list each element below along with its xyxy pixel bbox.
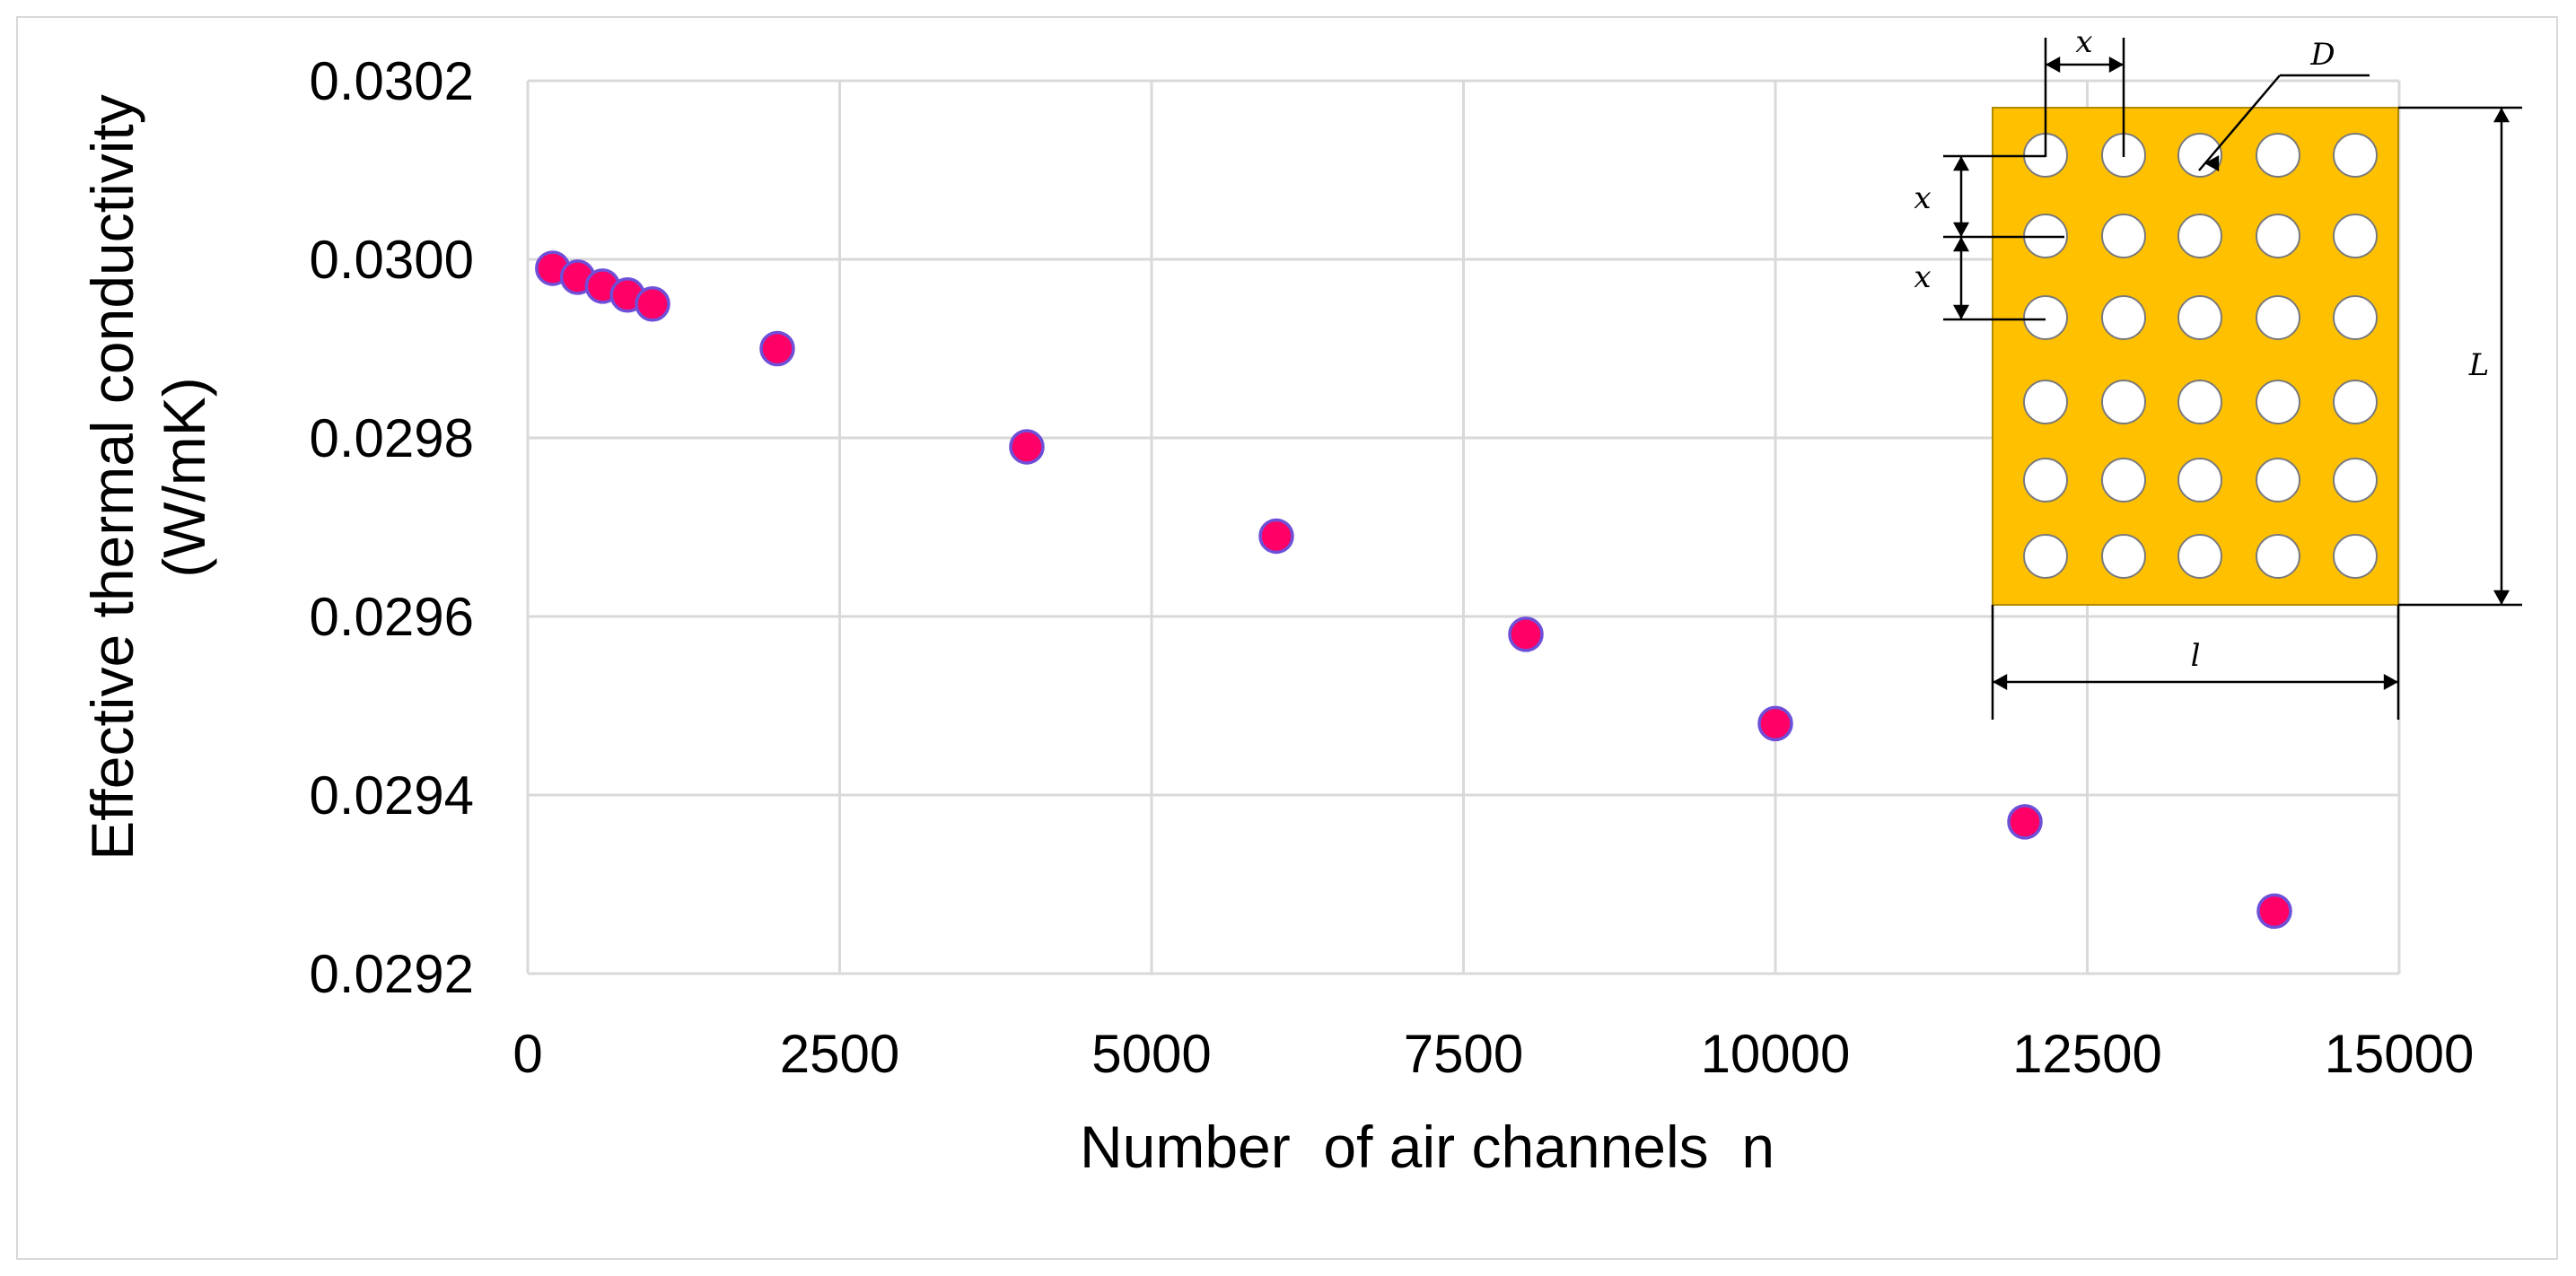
y-tick-label: 0.0294: [309, 765, 474, 826]
x-tick-label: 10000: [1701, 1024, 1851, 1084]
plate-rect: [1992, 107, 2399, 606]
channel-hole: [2023, 534, 2068, 579]
arrowhead: [1953, 304, 1969, 319]
y-tick-label: 0.0302: [309, 51, 474, 111]
channel-hole: [2333, 458, 2378, 503]
arrowhead: [2204, 155, 2220, 171]
channel-hole: [2101, 458, 2146, 503]
x-tick-label: 15000: [2325, 1024, 2475, 1084]
channel-hole: [2333, 214, 2378, 258]
channel-hole: [2177, 295, 2222, 340]
x-tick-labels: 0 2500 5000 7500 10000 12500 15000: [513, 1024, 2474, 1084]
arrowhead: [2046, 57, 2061, 73]
label-d: D: [2309, 37, 2335, 73]
label-x-top: x: [2075, 24, 2092, 60]
arrowhead: [2493, 590, 2510, 605]
data-point: [1009, 429, 1045, 465]
channel-hole: [2023, 458, 2068, 503]
channel-hole: [2101, 380, 2146, 424]
y-tick-labels: 0.0292 0.0294 0.0296 0.0298 0.0300 0.0302: [309, 51, 474, 1004]
arrowhead: [2383, 674, 2398, 690]
y-tick-label: 0.0292: [309, 944, 474, 1004]
x-tick-label: 5000: [1091, 1024, 1211, 1084]
channel-hole: [2256, 534, 2300, 579]
arrowhead: [1953, 156, 1969, 171]
label-l: l: [2191, 638, 2201, 674]
data-point: [635, 286, 670, 322]
channel-hole: [2023, 295, 2068, 340]
x-tick-label: 12500: [2012, 1024, 2162, 1084]
arrowhead: [2108, 57, 2124, 73]
channel-hole: [2333, 133, 2378, 178]
channel-hole: [2177, 458, 2222, 503]
data-point: [1508, 616, 1544, 652]
y-axis-title-line-1: Effective thermal conductivity: [79, 94, 145, 861]
channel-hole: [2333, 380, 2378, 424]
label-L: L: [2468, 347, 2490, 383]
channel-hole: [2177, 380, 2222, 424]
channel-hole: [2256, 214, 2300, 258]
channel-hole: [2256, 133, 2300, 178]
channel-hole: [2177, 214, 2222, 258]
arrowhead: [2493, 108, 2510, 123]
channel-hole: [2256, 458, 2300, 503]
y-axis-title-line-2: (W/mK): [151, 377, 217, 578]
y-tick-label: 0.0298: [309, 408, 474, 468]
channel-hole: [2333, 295, 2378, 340]
x-tick-label: 0: [513, 1024, 542, 1084]
x-tick-label: 2500: [780, 1024, 899, 1084]
data-point: [2256, 893, 2292, 930]
arrowhead: [1953, 237, 1969, 252]
y-tick-label: 0.0300: [309, 230, 474, 290]
channel-hole: [2256, 380, 2300, 424]
x-tick-label: 7500: [1404, 1024, 1523, 1084]
arrowhead: [1993, 674, 2008, 690]
scatter-chart: 0.0292 0.0294 0.0296 0.0298 0.0300 0.0302 0 25…: [79, 24, 2522, 1180]
channel-hole: [2333, 534, 2378, 579]
leader-d: [2198, 74, 2281, 171]
channel-hole: [2256, 295, 2300, 340]
channel-layout-inset: x Dx x Ll: [1914, 24, 2522, 720]
data-point: [2007, 804, 2043, 840]
data-point: [1757, 705, 1793, 742]
channel-hole: [2101, 214, 2146, 258]
channel-hole: [2101, 534, 2146, 579]
data-point: [1258, 518, 1294, 555]
channel-hole: [2101, 295, 2146, 340]
y-tick-label: 0.0296: [309, 587, 474, 647]
y-axis-title: Effective thermal conductivity (W/mK): [79, 94, 217, 861]
x-axis-title: Number of air channels n: [1080, 1114, 1774, 1180]
channel-hole: [2177, 534, 2222, 579]
chart-frame: 0.0292 0.0294 0.0296 0.0298 0.0300 0.0302 0 25…: [16, 16, 2558, 1260]
channel-hole: [2023, 380, 2068, 424]
label-x-left-2: x: [1914, 259, 1931, 295]
data-points: [535, 250, 2292, 930]
data-point: [759, 330, 795, 367]
label-x-left-1: x: [1914, 180, 1931, 216]
arrowhead: [1953, 222, 1969, 237]
